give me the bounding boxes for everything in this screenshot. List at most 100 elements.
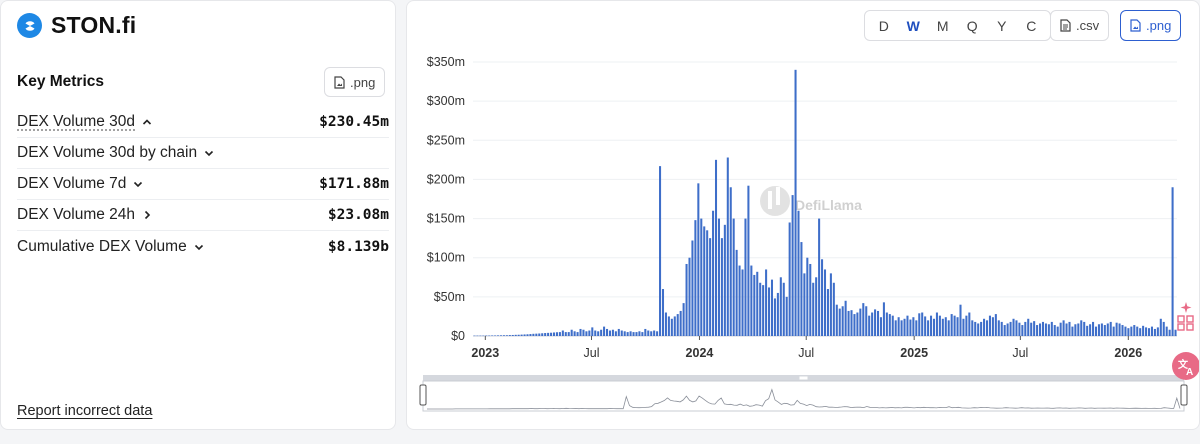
volume-bar[interactable] — [841, 306, 844, 336]
volume-bar[interactable] — [1065, 323, 1068, 336]
volume-bar[interactable] — [505, 335, 508, 336]
volume-bar[interactable] — [497, 335, 500, 336]
volume-bar[interactable] — [491, 335, 494, 336]
volume-bar[interactable] — [897, 317, 900, 336]
volume-bar[interactable] — [741, 269, 744, 336]
brush-window[interactable] — [422, 380, 1185, 412]
volume-bar[interactable] — [1030, 322, 1033, 336]
volume-bar[interactable] — [985, 320, 989, 336]
volume-bar[interactable] — [1053, 325, 1056, 336]
volume-bar[interactable] — [738, 265, 741, 336]
volume-bar[interactable] — [930, 315, 933, 336]
period-option[interactable]: M — [936, 17, 949, 34]
volume-bar[interactable] — [667, 316, 670, 336]
volume-bar[interactable] — [564, 332, 567, 336]
volume-bar[interactable] — [594, 330, 597, 336]
volume-bar[interactable] — [682, 303, 685, 336]
volume-bar[interactable] — [532, 333, 535, 336]
volume-bar[interactable] — [832, 282, 835, 336]
volume-bar[interactable] — [697, 183, 700, 336]
volume-bar[interactable] — [579, 328, 582, 336]
volume-bar[interactable] — [1100, 323, 1103, 336]
volume-bar[interactable] — [1092, 321, 1095, 336]
volume-bar[interactable] — [661, 289, 665, 336]
volume-bar[interactable] — [994, 314, 997, 336]
volume-bar[interactable] — [629, 331, 632, 336]
volume-bar[interactable] — [965, 315, 968, 336]
volume-bar[interactable] — [1062, 320, 1065, 336]
translate-icon[interactable]: 文 A — [1171, 351, 1200, 381]
volume-bar[interactable] — [806, 257, 809, 336]
volume-bar[interactable] — [499, 335, 503, 336]
volume-bar[interactable] — [809, 263, 812, 336]
volume-bar[interactable] — [912, 317, 915, 336]
key-metrics-png-button[interactable]: .png — [324, 67, 386, 97]
volume-bar[interactable] — [882, 302, 885, 336]
volume-bar[interactable] — [1133, 325, 1136, 336]
volume-bar[interactable] — [561, 330, 564, 336]
volume-bar[interactable] — [847, 310, 850, 336]
volume-bar[interactable] — [647, 330, 650, 336]
volume-bar[interactable] — [732, 218, 735, 336]
volume-bar[interactable] — [1027, 318, 1030, 336]
volume-bar[interactable] — [980, 321, 983, 336]
volume-bar[interactable] — [529, 334, 532, 336]
volume-bar[interactable] — [1103, 325, 1106, 336]
volume-bar[interactable] — [850, 310, 853, 336]
volume-bar[interactable] — [997, 320, 1000, 336]
volume-bar[interactable] — [856, 312, 859, 336]
metric-row-dex-volume-24h[interactable]: DEX Volume 24h $23.08m — [17, 200, 389, 231]
volume-bar[interactable] — [915, 320, 918, 336]
volume-bar[interactable] — [1050, 321, 1053, 336]
volume-bar[interactable] — [1147, 328, 1151, 336]
volume-bar[interactable] — [974, 321, 977, 336]
brush-handle-left[interactable] — [419, 384, 427, 406]
period-option-active[interactable]: W — [906, 17, 920, 34]
period-option[interactable]: D — [878, 17, 889, 34]
metric-row-dex-volume-30d-by-chain[interactable]: DEX Volume 30d by chain — [17, 138, 389, 169]
volume-bar[interactable] — [600, 329, 603, 336]
volume-bar[interactable] — [1086, 325, 1089, 336]
volume-bar[interactable] — [1021, 325, 1024, 336]
volume-bar[interactable] — [991, 317, 994, 336]
volume-bar[interactable] — [1097, 324, 1100, 336]
volume-bar[interactable] — [694, 220, 697, 336]
volume-bar[interactable] — [900, 320, 903, 336]
volume-bar[interactable] — [703, 226, 706, 336]
volume-bar[interactable] — [1115, 322, 1118, 336]
volume-bar[interactable] — [1009, 321, 1012, 336]
volume-bar[interactable] — [482, 335, 485, 337]
volume-bar[interactable] — [1047, 324, 1050, 336]
volume-bar[interactable] — [626, 332, 629, 336]
report-incorrect-data-link[interactable]: Report incorrect data — [17, 403, 153, 419]
metric-row-dex-volume-7d[interactable]: DEX Volume 7d $171.88m — [17, 169, 389, 200]
chevron-down-icon[interactable] — [193, 241, 205, 253]
volume-bar[interactable] — [756, 271, 759, 336]
volume-bar[interactable] — [932, 318, 936, 336]
volume-bar[interactable] — [750, 265, 753, 336]
volume-bar[interactable] — [576, 332, 579, 336]
volume-bar[interactable] — [473, 335, 476, 337]
volume-bar[interactable] — [968, 312, 971, 336]
volume-bar[interactable] — [1077, 323, 1080, 336]
volume-bar[interactable] — [768, 287, 771, 336]
volume-bar[interactable] — [747, 185, 750, 336]
volume-bar[interactable] — [953, 315, 956, 336]
volume-bar[interactable] — [888, 314, 891, 336]
volume-bar[interactable] — [1094, 326, 1098, 336]
volume-bar[interactable] — [485, 335, 488, 337]
volume-bar[interactable] — [550, 332, 553, 336]
volume-bar[interactable] — [859, 308, 862, 336]
volume-bar[interactable] — [514, 334, 517, 336]
volume-bar[interactable] — [700, 218, 703, 336]
volume-bar[interactable] — [770, 279, 774, 336]
volume-bar[interactable] — [614, 331, 617, 336]
volume-bar[interactable] — [1071, 326, 1074, 336]
volume-bar[interactable] — [791, 195, 794, 336]
volume-bar[interactable] — [1174, 329, 1177, 336]
volume-bar[interactable] — [1003, 325, 1006, 336]
volume-bar[interactable] — [538, 333, 541, 336]
volume-bar[interactable] — [797, 210, 800, 336]
volume-bar[interactable] — [1150, 326, 1153, 336]
volume-bar[interactable] — [720, 238, 723, 336]
